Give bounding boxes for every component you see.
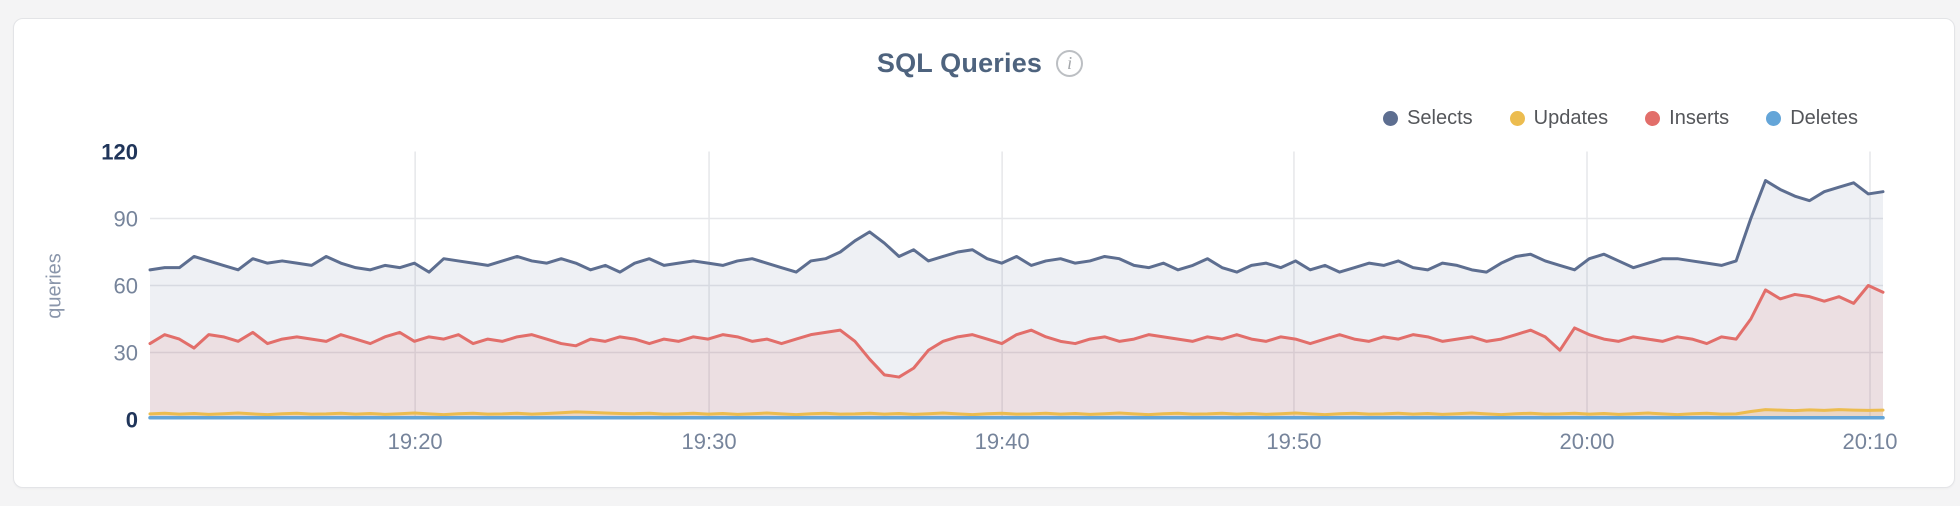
legend-item-updates[interactable]: Updates — [1509, 106, 1609, 130]
info-icon[interactable]: i — [1056, 49, 1084, 77]
legend-label: Deletes — [1790, 106, 1858, 129]
legend: Selects Updates Inserts Deletes — [1383, 103, 1858, 133]
x-tick-label: 19:50 — [1266, 429, 1321, 454]
chart-title: SQL Queries — [876, 47, 1043, 78]
y-tick-label: 60 — [114, 274, 138, 299]
y-tick-label: 90 — [114, 207, 138, 232]
legend-label: Selects — [1407, 106, 1473, 129]
series-fill-selects — [150, 180, 1883, 420]
legend-item-deletes[interactable]: Deletes — [1766, 107, 1858, 130]
x-tick-label: 20:00 — [1559, 429, 1614, 454]
legend-dot-deletes — [1766, 110, 1782, 126]
x-tick-label: 20:10 — [1842, 429, 1897, 454]
legend-item-selects[interactable]: Selects — [1383, 107, 1473, 130]
series-line-inserts — [148, 284, 1885, 379]
series-line-selects — [148, 179, 1885, 274]
x-tick-label: 19:40 — [975, 429, 1030, 454]
chart-card — [13, 18, 1955, 488]
series-line-updates — [148, 408, 1885, 417]
legend-dot-updates — [1509, 110, 1525, 126]
series-fill-inserts — [150, 285, 1883, 420]
legend-label: Inserts — [1669, 106, 1730, 129]
y-tick-label: 0 — [126, 408, 138, 433]
title-row: SQL Queries i — [0, 46, 1960, 80]
legend-dot-inserts — [1645, 110, 1661, 126]
y-tick-label: 30 — [114, 341, 138, 366]
y-tick-label: 120 — [101, 140, 138, 165]
x-tick-label: 19:30 — [682, 429, 737, 454]
x-tick-label: 19:20 — [388, 429, 443, 454]
legend-item-inserts[interactable]: Inserts — [1645, 107, 1729, 130]
info-icon-glyph: i — [1067, 53, 1073, 73]
legend-dot-selects — [1383, 110, 1399, 126]
legend-label: Updates — [1533, 106, 1609, 129]
